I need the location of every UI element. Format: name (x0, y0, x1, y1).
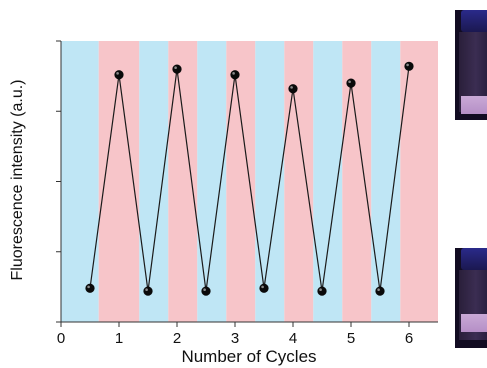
x-axis-label: Number of Cycles (181, 347, 316, 366)
x-tick-label: 3 (231, 330, 239, 347)
data-point (317, 286, 327, 296)
background-band (139, 41, 169, 322)
axes: 0 1 2 3 4 5 6 (56, 40, 438, 347)
data-point (259, 283, 269, 293)
data-point (172, 64, 182, 74)
vial-liquid (461, 96, 487, 114)
data-point-highlight (377, 288, 380, 291)
data-point-highlight (406, 63, 409, 67)
data-point (201, 286, 211, 296)
x-tick-label: 4 (289, 330, 297, 347)
vial-liquid (461, 314, 487, 332)
data-point (346, 78, 356, 88)
data-point (85, 283, 95, 293)
data-point (288, 84, 298, 94)
data-point-highlight (232, 72, 235, 75)
x-tick-label: 5 (347, 330, 355, 347)
vial-cap (461, 248, 487, 270)
background-band (371, 41, 401, 322)
background-band (226, 41, 256, 322)
x-tick-label: 1 (115, 330, 123, 347)
data-point-highlight (116, 72, 119, 75)
data-point (404, 61, 414, 71)
data-point (143, 286, 153, 296)
x-tick-label: 6 (405, 330, 413, 347)
data-point-highlight (319, 288, 322, 291)
data-point (230, 70, 240, 80)
x-tick-label: 0 (57, 330, 65, 347)
data-point-highlight (290, 86, 293, 89)
data-point (375, 286, 385, 296)
vial-photo-top (455, 10, 487, 120)
data-point-highlight (261, 285, 264, 289)
background-band (61, 41, 99, 322)
background-band (197, 41, 227, 322)
vial-photo-bottom (455, 248, 487, 348)
data-point-highlight (145, 288, 148, 291)
data-series (85, 61, 414, 296)
x-tick-label: 2 (173, 330, 181, 347)
background-bands (61, 41, 438, 322)
background-band (284, 41, 314, 322)
background-band (98, 41, 140, 322)
data-point-highlight (203, 288, 206, 291)
background-band (168, 41, 198, 322)
background-band (342, 41, 372, 322)
vial-cap (461, 10, 487, 32)
data-point-highlight (174, 66, 177, 69)
background-band (400, 41, 438, 322)
data-point-highlight (87, 285, 90, 289)
data-point (114, 70, 124, 80)
background-band (313, 41, 343, 322)
y-axis-label: Fluorescence intensity (a.u.) (9, 80, 26, 281)
series-line (89, 66, 410, 292)
data-point-highlight (348, 80, 351, 84)
